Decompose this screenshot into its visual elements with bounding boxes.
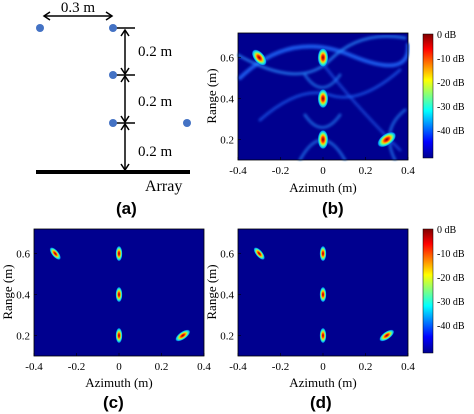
x-tick-label: 0.4 <box>401 361 415 373</box>
colorbar-tick: -30 dB <box>437 102 465 113</box>
x-tick-label: -0.2 <box>68 361 85 373</box>
peak-spot <box>115 245 123 262</box>
y-tick-label: 0.6 <box>220 53 234 65</box>
colorbar-tick: 0 dB <box>437 30 457 41</box>
horizontal-dimension-label: 0.3 m <box>61 0 96 16</box>
peak-spot <box>317 88 329 109</box>
x-axis-label: Azimuth (m) <box>85 375 153 390</box>
colorbar-tick: -30 dB <box>437 297 465 308</box>
heatmap-panel-d: -0.4 -0.2 0 0.2 0.4 0.6 0.4 0.2 Azimuth (m) Ran… <box>204 228 415 390</box>
colorbar-tick: -10 dB <box>437 249 465 260</box>
y-axis-label: Range (m) <box>0 264 15 319</box>
x-tick-label: 0.2 <box>359 165 373 177</box>
target-point <box>109 71 117 79</box>
x-tick-label: 0.2 <box>359 361 373 373</box>
panel-label-d: (d) <box>310 393 332 412</box>
y-tick-label: 0.4 <box>220 94 234 106</box>
x-tick-label: -0.4 <box>229 165 247 177</box>
colorbar-tick: -20 dB <box>437 273 465 284</box>
y-tick-label: 0.4 <box>220 290 234 302</box>
array-label: Array <box>145 178 182 195</box>
peak-spot <box>319 286 327 303</box>
vertical-dimension-arrows <box>115 27 135 172</box>
heatmap-panel-b: -0.4 -0.2 0 0.2 0.4 0.6 0.4 0.2 Azimuth (m) Ran… <box>204 32 415 195</box>
x-tick-label: -0.4 <box>25 361 43 373</box>
y-tick-label: 0.2 <box>220 135 234 147</box>
y-tick-label: 0.6 <box>220 249 234 261</box>
peak-spot <box>379 329 395 342</box>
peak-spot <box>377 131 397 148</box>
peak-spot <box>317 129 329 150</box>
x-axis-label: Azimuth (m) <box>289 375 357 390</box>
heatmap-panel-c: -0.4 -0.2 0 0.2 0.4 0.6 0.4 0.2 Azimuth (m) Ran… <box>0 228 211 390</box>
peak-spot <box>253 247 266 261</box>
colorbar-bottom: 0 dB -10 dB -20 dB -30 dB -40 dB <box>422 225 465 354</box>
colorbar <box>422 33 434 159</box>
x-tick-label: 0 <box>320 165 326 177</box>
colorbar-tick: -40 dB <box>437 126 465 137</box>
panel-label-c: (c) <box>103 393 124 412</box>
x-tick-label: -0.4 <box>229 361 247 373</box>
horizontal-dimension-arrow <box>42 11 114 21</box>
target-point <box>36 24 44 32</box>
x-tick-label: 0 <box>116 361 122 373</box>
target-points <box>36 24 191 127</box>
panel-label-a: (a) <box>116 199 137 218</box>
x-tick-label: -0.2 <box>272 361 289 373</box>
colorbar-tick: -40 dB <box>437 321 465 332</box>
vertical-dimension-label-1: 0.2 m <box>138 44 173 60</box>
x-tick-label: 0.4 <box>401 165 415 177</box>
colorbar-tick: -10 dB <box>437 54 465 65</box>
peak-spot <box>115 327 123 344</box>
x-tick-label: 0.2 <box>155 361 169 373</box>
target-point <box>183 119 191 127</box>
colorbar-tick: -20 dB <box>437 78 465 89</box>
x-tick-label: 0.4 <box>197 361 211 373</box>
peak-spot <box>317 47 329 68</box>
target-point <box>109 119 117 127</box>
vertical-dimension-label-3: 0.2 m <box>138 144 173 160</box>
colorbar <box>422 228 434 354</box>
y-tick-label: 0.2 <box>220 331 234 343</box>
y-axis-label: Range (m) <box>204 264 219 319</box>
schematic-panel: 0.3 m 0.2 m 0.2 m 0.2 m <box>36 0 191 195</box>
peak-spot <box>115 286 123 303</box>
y-tick-label: 0.6 <box>16 249 30 261</box>
panel-label-b: (b) <box>322 199 344 218</box>
x-tick-label: -0.2 <box>272 165 289 177</box>
peak-spot <box>49 247 62 261</box>
colorbar-top: 0 dB -10 dB -20 dB -30 dB -40 dB <box>422 30 465 159</box>
peak-spot <box>319 245 327 262</box>
x-tick-label: 0 <box>320 361 326 373</box>
y-axis-label: Range (m) <box>204 68 219 123</box>
y-tick-label: 0.2 <box>16 331 30 343</box>
target-point <box>109 24 117 32</box>
colorbar-tick: 0 dB <box>437 225 457 236</box>
peak-spot <box>251 49 267 67</box>
peak-spot <box>175 329 191 342</box>
x-axis-label: Azimuth (m) <box>289 180 357 195</box>
peak-spot <box>319 327 327 344</box>
vertical-dimension-label-2: 0.2 m <box>138 94 173 110</box>
y-tick-label: 0.4 <box>16 290 30 302</box>
